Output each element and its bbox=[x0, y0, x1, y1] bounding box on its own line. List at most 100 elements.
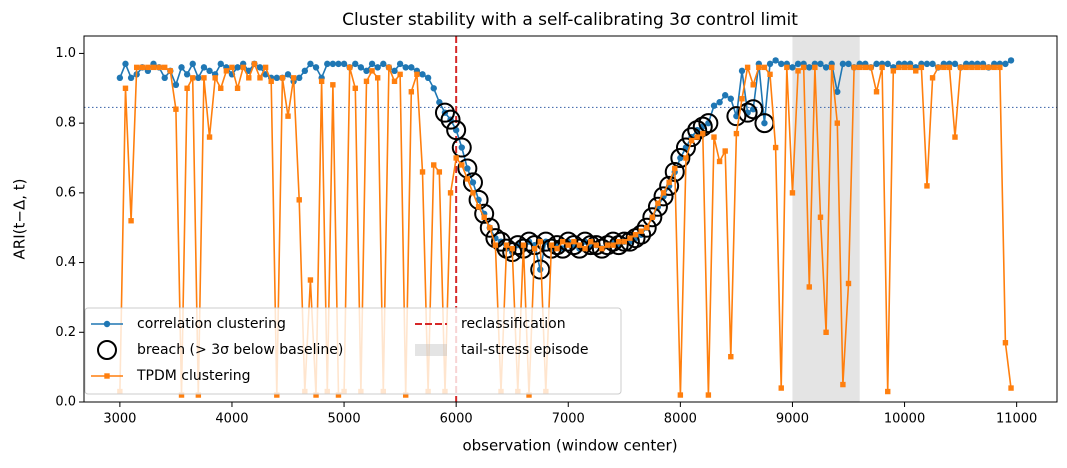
point bbox=[997, 64, 1003, 71]
point bbox=[642, 207, 663, 228]
point bbox=[885, 388, 891, 395]
point bbox=[694, 134, 700, 140]
legend-label: tail-stress episode bbox=[461, 342, 589, 358]
point bbox=[935, 64, 941, 71]
point bbox=[408, 64, 415, 71]
chart-title: Cluster stability with a self-calibratin… bbox=[342, 10, 798, 30]
point bbox=[716, 158, 723, 165]
point bbox=[352, 60, 359, 68]
point bbox=[726, 106, 747, 127]
point bbox=[795, 68, 801, 74]
point bbox=[621, 238, 628, 245]
point bbox=[851, 64, 857, 71]
point bbox=[817, 60, 824, 68]
point bbox=[352, 85, 358, 91]
point bbox=[834, 88, 841, 95]
point bbox=[464, 176, 471, 182]
point bbox=[223, 68, 230, 74]
point bbox=[172, 81, 180, 89]
x-tick-label: 11000 bbox=[996, 412, 1037, 427]
point bbox=[806, 284, 812, 290]
x-tick-label: 4000 bbox=[215, 412, 248, 427]
legend-label: correlation clustering bbox=[137, 316, 286, 332]
point bbox=[479, 217, 500, 238]
point bbox=[397, 71, 403, 78]
point bbox=[386, 64, 392, 71]
point bbox=[681, 127, 702, 148]
point bbox=[722, 148, 728, 154]
point bbox=[929, 75, 936, 81]
point bbox=[672, 165, 678, 172]
legend-label: TPDM clustering bbox=[136, 368, 251, 384]
point bbox=[778, 60, 785, 68]
point bbox=[800, 64, 807, 71]
legend-marker bbox=[103, 320, 111, 328]
point bbox=[683, 155, 689, 161]
point bbox=[234, 85, 241, 91]
point bbox=[924, 183, 930, 189]
point bbox=[374, 64, 381, 71]
point bbox=[957, 64, 964, 71]
y-axis-label: ARI(t−Δ, t) bbox=[11, 179, 29, 260]
point bbox=[817, 214, 824, 220]
point bbox=[974, 64, 981, 71]
point bbox=[845, 60, 852, 68]
point bbox=[647, 196, 668, 217]
point bbox=[330, 82, 336, 88]
point bbox=[834, 120, 840, 126]
x-tick-label: 9000 bbox=[776, 412, 809, 427]
point bbox=[823, 329, 829, 335]
legend-patch bbox=[415, 344, 447, 356]
point bbox=[951, 60, 959, 68]
point bbox=[559, 238, 566, 245]
point bbox=[535, 231, 556, 252]
point bbox=[116, 74, 124, 82]
point bbox=[408, 89, 415, 95]
point bbox=[896, 64, 902, 71]
point bbox=[907, 64, 913, 71]
point bbox=[184, 85, 190, 91]
point bbox=[698, 113, 719, 134]
point bbox=[632, 231, 639, 238]
point bbox=[794, 60, 802, 68]
point bbox=[161, 74, 168, 82]
point bbox=[128, 218, 134, 224]
point bbox=[256, 64, 264, 71]
point bbox=[419, 169, 426, 175]
point bbox=[857, 64, 863, 71]
point bbox=[178, 392, 185, 398]
point bbox=[374, 75, 381, 81]
point bbox=[879, 64, 885, 71]
point bbox=[738, 67, 746, 75]
point bbox=[537, 238, 543, 245]
point bbox=[313, 392, 319, 398]
x-tick-label: 6000 bbox=[440, 412, 473, 427]
point bbox=[604, 242, 611, 248]
point bbox=[436, 169, 443, 175]
point bbox=[985, 64, 992, 71]
point bbox=[520, 242, 527, 248]
point bbox=[440, 109, 461, 130]
point bbox=[812, 64, 818, 71]
y-tick-label: 0.8 bbox=[55, 116, 76, 131]
plot-frame bbox=[83, 35, 1058, 403]
point bbox=[929, 60, 936, 68]
point bbox=[434, 102, 455, 123]
point bbox=[446, 120, 467, 141]
point bbox=[156, 64, 162, 71]
point bbox=[918, 64, 925, 71]
point bbox=[593, 242, 599, 248]
point bbox=[789, 64, 796, 71]
point bbox=[767, 71, 773, 78]
y-tick-label: 0.6 bbox=[55, 185, 76, 200]
y-tick-label: 0.2 bbox=[55, 325, 76, 340]
point bbox=[644, 225, 650, 231]
point bbox=[1008, 385, 1014, 391]
point bbox=[307, 277, 314, 283]
point bbox=[447, 190, 454, 196]
point bbox=[582, 245, 588, 252]
point bbox=[923, 60, 931, 68]
point bbox=[884, 60, 891, 68]
point bbox=[631, 224, 652, 245]
point bbox=[1002, 60, 1009, 68]
